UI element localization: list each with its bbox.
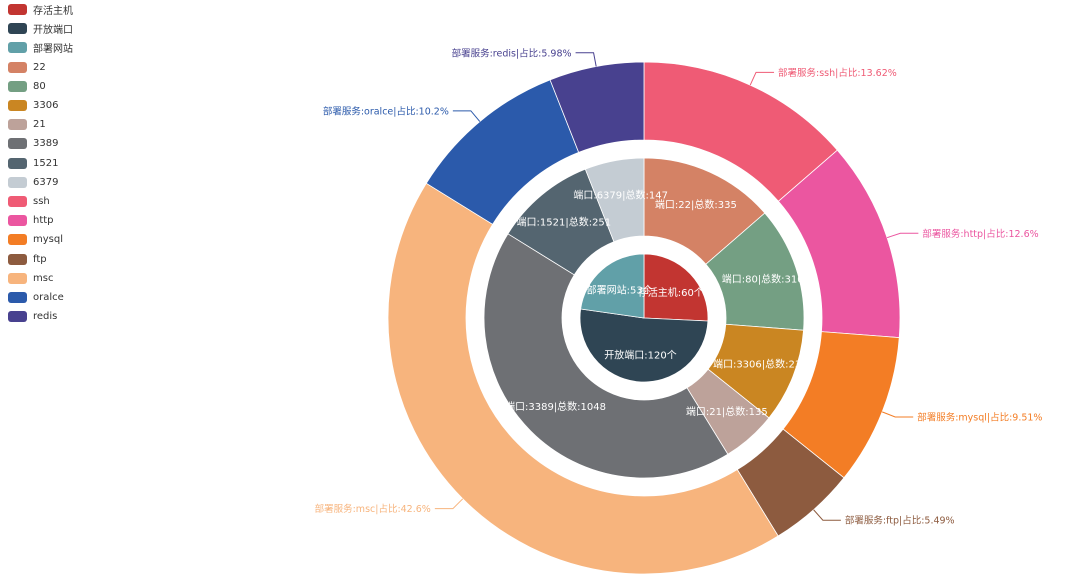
legend-label: http (33, 215, 54, 227)
outer-slice-label: 部署服务:mysql|占比:9.51% (917, 411, 1042, 423)
middle-slice-label: 端口:3306|总数:234 (713, 357, 808, 370)
legend-label: redis (33, 311, 58, 323)
legend-swatch (8, 42, 27, 54)
legend-label: 存活主机 (33, 6, 73, 18)
legend-swatch (8, 272, 27, 284)
inner-slice-部署网站[interactable] (580, 253, 645, 319)
legend-label: oralce (33, 291, 64, 303)
legend-item[interactable]: mysql (8, 230, 73, 249)
middle-slice-label: 端口:6379|总数:147 (573, 189, 668, 202)
legend-label: msc (33, 272, 54, 284)
legend-item[interactable]: ftp (8, 249, 73, 268)
legend-swatch (8, 176, 27, 188)
outer-slice-label: 部署服务:ssh|占比:13.62% (778, 67, 897, 79)
legend-item[interactable]: ssh (8, 192, 73, 211)
legend-swatch (8, 215, 27, 227)
legend-item[interactable]: 6379 (8, 173, 73, 192)
legend-label: 3389 (33, 138, 59, 150)
middle-slice-label: 端口:3389|总数:1048 (505, 400, 606, 413)
legend-item[interactable]: 21 (8, 115, 73, 134)
legend-label: 1521 (33, 157, 59, 169)
outer-slice-msc[interactable] (387, 182, 779, 575)
outer-slice-label: 部署服务:ftp|占比:5.49% (845, 515, 955, 527)
outer-slice-label: 部署服务:redis|占比:5.98% (452, 47, 572, 59)
legend-label: 21 (33, 119, 46, 131)
legend-label: mysql (33, 234, 63, 246)
label-leader-line (886, 232, 919, 239)
legend-swatch (8, 23, 27, 35)
label-leader-line (813, 509, 841, 521)
legend-swatch (8, 61, 27, 73)
middle-slice-label: 端口:1521|总数:251 (517, 216, 612, 229)
inner-slice-label: 存活主机:60个 (638, 286, 704, 299)
legend-item[interactable]: 80 (8, 77, 73, 96)
legend-item[interactable]: 22 (8, 58, 73, 77)
outer-slice-label: 部署服务:oralce|占比:10.2% (323, 105, 449, 117)
legend-swatch (8, 138, 27, 150)
label-leader-line (575, 52, 597, 67)
legend-label: 80 (33, 80, 46, 92)
legend-swatch (8, 253, 27, 265)
legend-item[interactable]: 1521 (8, 154, 73, 173)
outer-slice-redis[interactable] (549, 61, 645, 153)
middle-slice-3389[interactable] (483, 233, 729, 479)
middle-slice-label: 端口:21|总数:135 (686, 405, 768, 418)
inner-slice-存活主机[interactable] (643, 253, 709, 322)
inner-ring (579, 253, 709, 383)
middle-slice-label: 端口:22|总数:335 (655, 198, 737, 211)
outer-slice-label: 部署服务:http|占比:12.6% (922, 228, 1038, 240)
legend-swatch (8, 291, 27, 303)
label-leader-line (434, 498, 464, 510)
legend-item[interactable]: 存活主机 (8, 0, 73, 19)
inner-slice-label: 部署网站:53个 (587, 283, 653, 296)
outer-ring (387, 61, 901, 575)
legend-swatch (8, 80, 27, 92)
inner-slice-开放端口[interactable] (579, 308, 709, 383)
legend-label: 22 (33, 61, 46, 73)
outer-slice-label: 部署服务:msc|占比:42.6% (315, 503, 431, 515)
legend-swatch (8, 157, 27, 169)
legend-swatch (8, 234, 27, 246)
legend-swatch (8, 119, 27, 131)
legend-item[interactable]: redis (8, 307, 73, 326)
label-leader-line (881, 411, 914, 418)
legend-label: 3306 (33, 100, 59, 112)
chart-legend: 存活主机开放端口部署网站 22 80 3306 21 3389 1521 6379 ssh htt… (8, 0, 73, 326)
inner-slice-label: 开放端口:120个 (604, 348, 676, 361)
legend-label: 开放端口 (33, 25, 73, 37)
middle-ring (483, 157, 805, 479)
legend-label: 部署网站 (33, 44, 73, 56)
legend-item[interactable]: oralce (8, 288, 73, 307)
legend-item[interactable]: 3389 (8, 134, 73, 153)
legend-item[interactable]: 3306 (8, 96, 73, 115)
legend-item[interactable]: http (8, 211, 73, 230)
legend-label: ftp (33, 253, 47, 265)
legend-item[interactable]: 开放端口 (8, 19, 73, 38)
legend-item[interactable]: msc (8, 269, 73, 288)
label-leader-line (452, 110, 481, 122)
middle-slice-6379[interactable] (584, 157, 645, 243)
legend-swatch (8, 195, 27, 207)
label-leader-line (749, 71, 775, 86)
legend-item[interactable]: 部署网站 (8, 38, 73, 57)
middle-slice-label: 端口:80|总数:310 (722, 272, 804, 285)
legend-label: ssh (33, 195, 50, 207)
legend-swatch (8, 100, 27, 112)
legend-swatch (8, 311, 27, 323)
legend-label: 6379 (33, 176, 59, 188)
legend-swatch (8, 4, 27, 16)
